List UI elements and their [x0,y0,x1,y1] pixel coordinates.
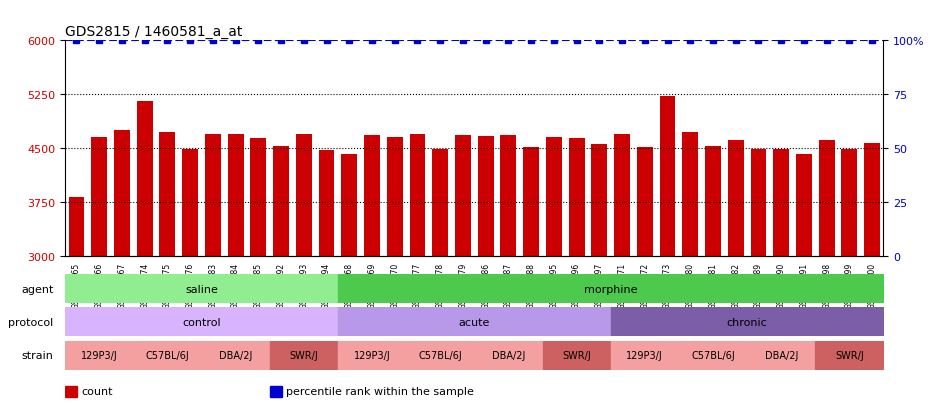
Bar [773,150,790,413]
FancyBboxPatch shape [270,341,338,370]
FancyBboxPatch shape [65,308,338,337]
Text: SWR/J: SWR/J [289,350,318,360]
Bar [182,150,198,413]
Bar [387,137,403,413]
FancyBboxPatch shape [338,341,406,370]
Text: C57BL/6J: C57BL/6J [418,350,462,360]
Bar [500,136,516,413]
Text: DBA/2J: DBA/2J [219,350,252,360]
Text: SWR/J: SWR/J [563,350,591,360]
Bar [568,139,585,413]
Bar [546,137,562,413]
Bar [842,150,857,413]
Bar [864,144,880,413]
FancyBboxPatch shape [133,341,202,370]
Text: DBA/2J: DBA/2J [492,350,525,360]
Text: C57BL/6J: C57BL/6J [691,350,735,360]
Bar [137,102,153,413]
Text: strain: strain [22,350,54,360]
Text: 129P3/J: 129P3/J [81,350,117,360]
Bar [65,386,77,397]
Bar [69,197,85,413]
FancyBboxPatch shape [65,341,133,370]
Bar [705,147,721,413]
Text: agent: agent [21,284,54,294]
Text: protocol: protocol [8,317,54,327]
Bar [751,150,766,413]
FancyBboxPatch shape [474,341,542,370]
FancyBboxPatch shape [338,275,884,304]
Text: 129P3/J: 129P3/J [353,350,391,360]
Bar [818,141,834,413]
Bar [364,136,380,413]
Text: DBA/2J: DBA/2J [764,350,798,360]
FancyBboxPatch shape [747,341,816,370]
Bar [659,96,675,413]
Bar [614,134,630,413]
FancyBboxPatch shape [816,341,884,370]
Bar [270,386,282,397]
FancyBboxPatch shape [338,308,611,337]
Text: percentile rank within the sample: percentile rank within the sample [286,387,474,396]
Bar [683,132,698,413]
Bar [205,134,220,413]
Bar [637,148,653,413]
FancyBboxPatch shape [202,341,270,370]
Text: chronic: chronic [726,317,767,327]
Text: SWR/J: SWR/J [835,350,864,360]
Bar [524,148,539,413]
Text: count: count [82,387,113,396]
Bar [114,131,130,413]
Bar [319,151,335,413]
Text: C57BL/6J: C57BL/6J [145,350,190,360]
FancyBboxPatch shape [65,275,338,304]
Text: acute: acute [458,317,490,327]
Bar [796,154,812,413]
Bar [478,137,494,413]
FancyBboxPatch shape [611,308,884,337]
Bar [273,147,289,413]
Bar [591,145,607,413]
Bar [250,139,266,413]
Bar [228,134,244,413]
Bar [432,150,448,413]
Bar [91,138,107,413]
FancyBboxPatch shape [611,341,679,370]
Bar [409,134,425,413]
Text: 129P3/J: 129P3/J [627,350,663,360]
Text: control: control [182,317,220,327]
FancyBboxPatch shape [679,341,747,370]
Bar [341,154,357,413]
Bar [296,134,312,413]
Bar [455,136,471,413]
Text: morphine: morphine [584,284,637,294]
Bar [159,133,176,413]
FancyBboxPatch shape [542,341,611,370]
Text: saline: saline [185,284,218,294]
Text: GDS2815 / 1460581_a_at: GDS2815 / 1460581_a_at [65,25,243,39]
FancyBboxPatch shape [406,341,474,370]
Bar [728,141,744,413]
